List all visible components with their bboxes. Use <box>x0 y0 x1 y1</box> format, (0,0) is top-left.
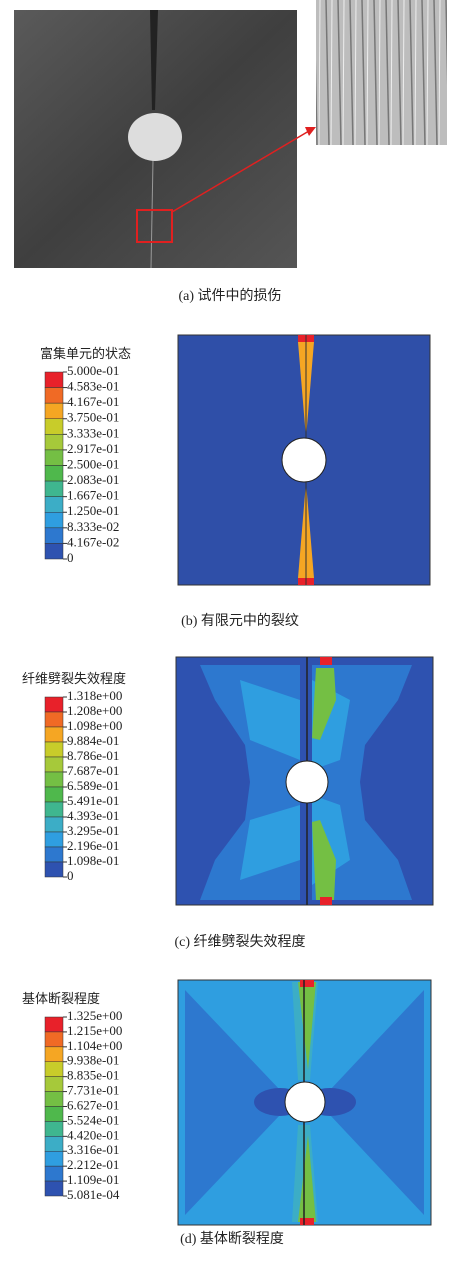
legend-label: 0 <box>67 550 74 565</box>
legend-label: 3.333e-01 <box>67 425 119 440</box>
legend-swatch <box>45 1136 63 1151</box>
legend-label: 1.215e+00 <box>67 1023 122 1038</box>
legend-label: 4.583e-01 <box>67 379 119 394</box>
legend-label: 4.167e-02 <box>67 534 119 549</box>
legend-label: 3.295e-01 <box>67 823 119 838</box>
legend-label: 1.109e-01 <box>67 1172 119 1187</box>
legend-label: 2.917e-01 <box>67 441 119 456</box>
legend-swatch <box>45 772 63 787</box>
legend-label: 6.627e-01 <box>67 1097 119 1112</box>
legend-label: 8.835e-01 <box>67 1068 119 1083</box>
legend-label: 4.393e-01 <box>67 808 119 823</box>
legend-swatch <box>45 1181 63 1196</box>
legend-swatch <box>45 528 63 544</box>
legend-label: 2.500e-01 <box>67 456 119 471</box>
legend-swatch <box>45 1017 63 1032</box>
legend-swatch <box>45 481 63 497</box>
photo-panel <box>14 0 447 268</box>
legend-label: 0 <box>67 868 74 883</box>
legend-swatch <box>45 727 63 742</box>
caption: (b) 有限元中的裂纹 <box>181 613 299 629</box>
legend-swatch <box>45 403 63 419</box>
legend-label: 8.786e-01 <box>67 748 119 763</box>
legend-label: 1.318e+00 <box>67 688 122 703</box>
legend-label: 1.104e+00 <box>67 1038 122 1053</box>
legend-label: 7.731e-01 <box>67 1083 119 1098</box>
legend-swatch <box>45 419 63 435</box>
legend-swatch <box>45 434 63 450</box>
legend-swatch <box>45 512 63 528</box>
legend-label: 2.196e-01 <box>67 838 119 853</box>
legend-swatch <box>45 1151 63 1166</box>
legend-title: 基体断裂程度 <box>22 991 100 1006</box>
legend-label: 6.589e-01 <box>67 778 119 793</box>
legend-swatch <box>45 1092 63 1107</box>
legend-label: 1.250e-01 <box>67 503 119 518</box>
legend-swatch <box>45 1047 63 1062</box>
legend-label: 1.098e+00 <box>67 718 122 733</box>
legend-swatch <box>45 847 63 862</box>
matrix-cracking <box>178 980 431 1225</box>
legend-swatch <box>45 450 63 466</box>
caption: (c) 纤维劈裂失效程度 <box>174 933 305 950</box>
legend-swatch <box>45 757 63 772</box>
legend-swatch <box>45 1032 63 1047</box>
legend-swatch <box>45 497 63 513</box>
legend-swatch <box>45 862 63 877</box>
legend-label: 1.098e-01 <box>67 853 119 868</box>
legend-label: 7.687e-01 <box>67 763 119 778</box>
legend-swatch <box>45 1077 63 1092</box>
legend-swatch <box>45 1121 63 1136</box>
legend-label: 4.420e-01 <box>67 1127 119 1142</box>
legend-swatch <box>45 388 63 404</box>
legend-swatch <box>45 466 63 482</box>
fiber-splitting <box>176 657 433 905</box>
caption: (d) 基体断裂程度 <box>180 1230 284 1247</box>
legend-label: 3.750e-01 <box>67 410 119 425</box>
legend-label: 5.491e-01 <box>67 793 119 808</box>
legend-swatch <box>45 1107 63 1122</box>
legend-label: 2.083e-01 <box>67 472 119 487</box>
caption: (a) 试件中的损伤 <box>178 288 281 304</box>
legend-swatch <box>45 1062 63 1077</box>
legend-label: 9.938e-01 <box>67 1053 119 1068</box>
legend-swatch <box>45 697 63 712</box>
legend-swatch <box>45 817 63 832</box>
legend-swatch <box>45 1166 63 1181</box>
legend-label: 1.208e+00 <box>67 703 122 718</box>
legend-title: 富集单元的状态 <box>40 346 131 361</box>
legend-swatch <box>45 832 63 847</box>
legend-label: 8.333e-02 <box>67 519 119 534</box>
legend-swatch <box>45 712 63 727</box>
legend-label: 2.212e-01 <box>67 1157 119 1172</box>
fem-crack <box>178 335 430 585</box>
legend-swatch <box>45 802 63 817</box>
legend-swatch <box>45 543 63 559</box>
legend-swatch <box>45 787 63 802</box>
legend-label: 1.667e-01 <box>67 488 119 503</box>
legend-swatch <box>45 742 63 757</box>
legend-label: 5.000e-01 <box>67 363 119 378</box>
legend-swatch <box>45 372 63 388</box>
legend-label: 9.884e-01 <box>67 733 119 748</box>
legend-label: 5.524e-01 <box>67 1112 119 1127</box>
legend-label: 4.167e-01 <box>67 394 119 409</box>
legend-label: 3.316e-01 <box>67 1142 119 1157</box>
legend-title: 纤维劈裂失效程度 <box>22 671 126 686</box>
legend-label: 5.081e-04 <box>67 1187 120 1202</box>
legend-label: 1.325e+00 <box>67 1008 122 1023</box>
figure: (a) 试件中的损伤 (b) 有限元中的裂纹 (c) 纤维劈裂失效程度 <box>0 0 461 1274</box>
